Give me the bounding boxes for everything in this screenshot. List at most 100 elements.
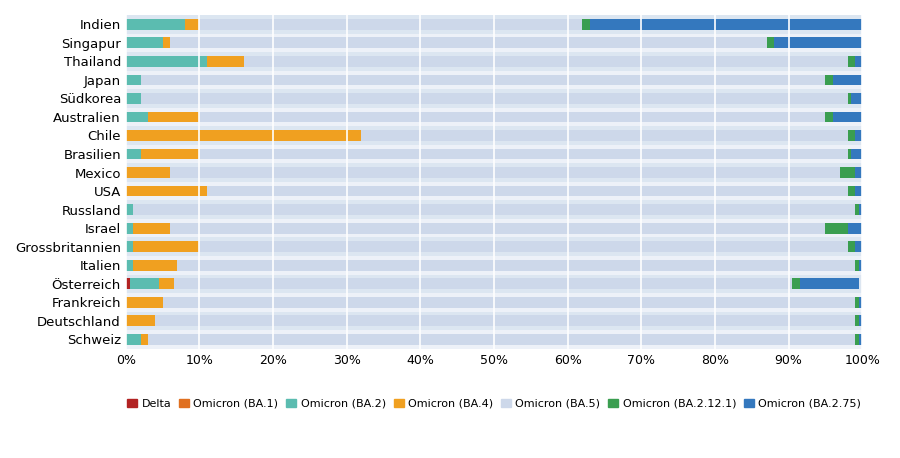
Bar bbox=[126, 237, 862, 256]
Bar bbox=[799, 278, 859, 289]
Bar bbox=[126, 223, 133, 234]
Bar bbox=[590, 19, 862, 30]
Bar bbox=[126, 256, 862, 274]
Bar bbox=[126, 200, 862, 219]
Bar bbox=[200, 241, 848, 252]
Bar bbox=[855, 56, 862, 67]
Bar bbox=[126, 75, 140, 85]
Bar bbox=[825, 223, 848, 234]
Bar bbox=[832, 112, 862, 122]
Bar bbox=[362, 130, 848, 141]
Bar bbox=[140, 149, 200, 159]
Bar bbox=[126, 316, 156, 326]
Bar bbox=[840, 167, 855, 178]
Bar bbox=[792, 278, 799, 289]
Bar bbox=[148, 112, 200, 122]
Bar bbox=[126, 167, 170, 178]
Bar bbox=[156, 316, 855, 326]
Bar bbox=[126, 33, 862, 52]
Bar bbox=[851, 149, 862, 159]
Bar bbox=[126, 311, 862, 330]
Bar bbox=[140, 93, 848, 104]
Bar bbox=[126, 330, 862, 349]
Bar bbox=[207, 56, 244, 67]
Bar bbox=[126, 93, 140, 104]
Bar bbox=[126, 126, 862, 145]
Bar bbox=[126, 38, 163, 48]
Bar bbox=[130, 278, 159, 289]
Bar bbox=[126, 297, 163, 308]
Bar bbox=[207, 185, 848, 196]
Bar bbox=[133, 204, 855, 215]
Bar bbox=[859, 204, 862, 215]
Bar bbox=[126, 112, 148, 122]
Bar bbox=[140, 75, 825, 85]
Bar bbox=[855, 260, 859, 271]
Bar bbox=[767, 38, 774, 48]
Bar bbox=[848, 241, 855, 252]
Bar bbox=[200, 19, 582, 30]
Bar bbox=[848, 93, 851, 104]
Bar bbox=[832, 75, 862, 85]
Bar bbox=[126, 71, 862, 89]
Bar bbox=[133, 241, 200, 252]
Bar bbox=[184, 19, 200, 30]
Bar bbox=[126, 19, 184, 30]
Bar bbox=[855, 334, 859, 345]
Bar bbox=[855, 297, 859, 308]
Bar bbox=[126, 204, 133, 215]
Bar bbox=[126, 241, 133, 252]
Bar bbox=[148, 334, 855, 345]
Bar bbox=[848, 223, 862, 234]
Bar bbox=[859, 297, 862, 308]
Bar bbox=[774, 38, 862, 48]
Bar bbox=[126, 185, 207, 196]
Bar bbox=[244, 56, 848, 67]
Bar bbox=[825, 112, 833, 122]
Bar bbox=[174, 278, 792, 289]
Bar bbox=[126, 164, 862, 182]
Bar bbox=[126, 334, 140, 345]
Bar bbox=[126, 182, 862, 200]
Bar bbox=[851, 93, 862, 104]
Bar bbox=[140, 334, 148, 345]
Bar bbox=[859, 334, 862, 345]
Bar bbox=[126, 130, 362, 141]
Bar bbox=[126, 145, 862, 164]
Bar bbox=[848, 185, 855, 196]
Bar bbox=[177, 260, 855, 271]
Bar bbox=[126, 89, 862, 108]
Bar bbox=[855, 241, 862, 252]
Bar bbox=[825, 75, 833, 85]
Bar bbox=[855, 167, 862, 178]
Bar bbox=[126, 278, 130, 289]
Bar bbox=[848, 149, 851, 159]
Bar bbox=[126, 274, 862, 293]
Bar bbox=[200, 149, 848, 159]
Bar bbox=[133, 223, 170, 234]
Bar bbox=[200, 112, 825, 122]
Bar bbox=[859, 260, 862, 271]
Bar bbox=[855, 130, 862, 141]
Bar bbox=[126, 149, 140, 159]
Bar bbox=[126, 15, 862, 33]
Bar bbox=[855, 185, 862, 196]
Bar bbox=[126, 108, 862, 126]
Bar bbox=[126, 56, 207, 67]
Bar bbox=[163, 297, 855, 308]
Bar bbox=[163, 38, 170, 48]
Bar bbox=[170, 38, 767, 48]
Bar bbox=[855, 316, 859, 326]
Bar bbox=[170, 223, 825, 234]
Bar bbox=[848, 56, 855, 67]
Bar bbox=[848, 130, 855, 141]
Bar bbox=[126, 293, 862, 311]
Bar bbox=[170, 167, 840, 178]
Bar bbox=[126, 260, 133, 271]
Bar bbox=[859, 316, 862, 326]
Bar bbox=[126, 219, 862, 237]
Legend: Delta, Omicron (BA.1), Omicron (BA.2), Omicron (BA.4), Omicron (BA.5), Omicron (: Delta, Omicron (BA.1), Omicron (BA.2), O… bbox=[122, 394, 866, 413]
Bar bbox=[126, 52, 862, 71]
Bar bbox=[582, 19, 590, 30]
Bar bbox=[133, 260, 177, 271]
